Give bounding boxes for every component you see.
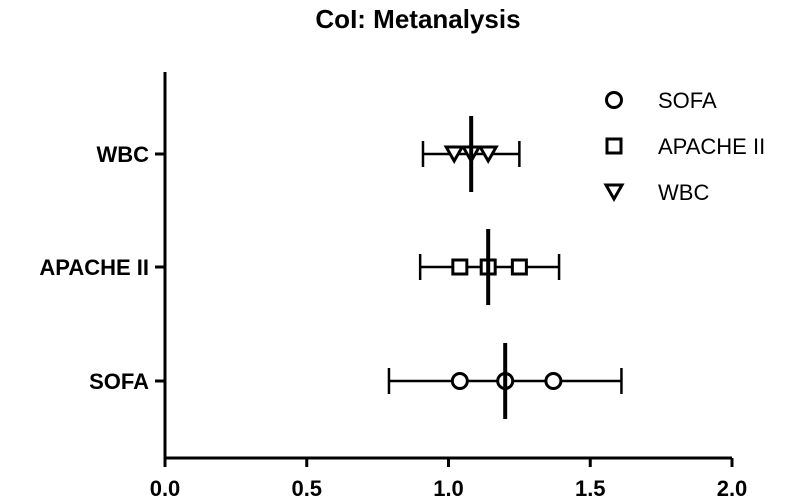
x-tick-label: 0.5 (291, 476, 322, 501)
data-point-wbc (443, 145, 465, 165)
y-category-label: SOFA (89, 369, 149, 394)
x-tick-label: 2.0 (717, 476, 748, 501)
data-point-apache-ii (451, 258, 469, 276)
x-tick-label: 1.5 (575, 476, 606, 501)
data-point-sofa (544, 372, 563, 390)
y-category-label: APACHE II (39, 255, 149, 280)
x-tick-label: 0.0 (150, 476, 181, 501)
axes: 0.0 0.5 1.0 1.5 2.0 WBC APACHE II SOFA (39, 72, 747, 501)
legend: SOFA APACHE II WBC (603, 88, 765, 205)
y-category-label: WBC (96, 142, 149, 167)
chart-title: CoI: Metanalysis (315, 4, 520, 34)
legend-label-wbc: WBC (658, 180, 709, 205)
legend-marker-wbc (603, 183, 625, 203)
legend-label-apache-ii: APACHE II (658, 134, 765, 159)
legend-label-sofa: SOFA (658, 88, 717, 113)
legend-marker-sofa (605, 91, 623, 109)
marks (387, 116, 623, 419)
data-point-sofa (450, 372, 469, 390)
data-point-apache-ii (510, 258, 528, 276)
x-tick-label: 1.0 (433, 476, 464, 501)
data-point-wbc (477, 145, 499, 165)
legend-marker-apache-ii (605, 137, 623, 155)
